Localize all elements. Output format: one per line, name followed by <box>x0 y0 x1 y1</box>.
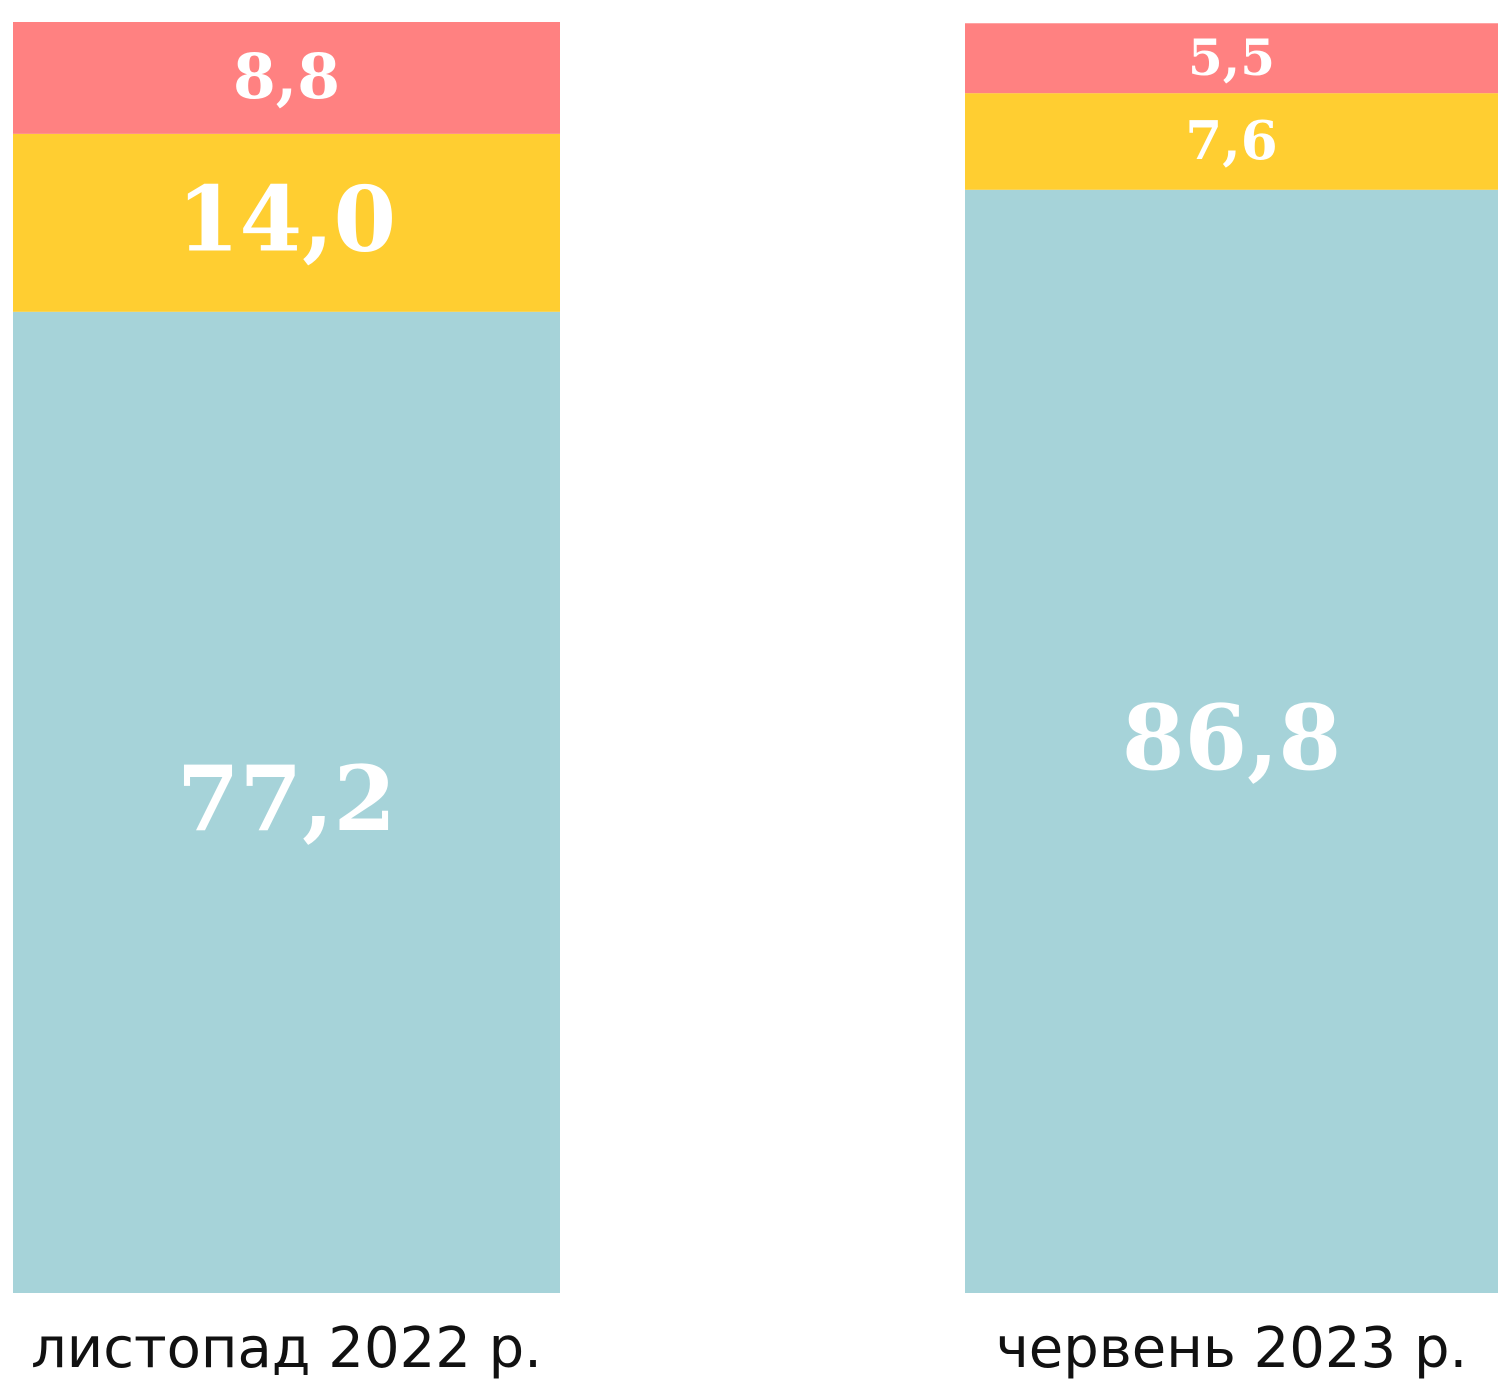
bar-segment <box>13 22 560 134</box>
bar-segment <box>13 311 560 1294</box>
bar-segment <box>965 23 1498 94</box>
bar-segment <box>13 133 560 312</box>
x-tick-label: листопад 2022 р. <box>31 1316 542 1381</box>
bar-segment <box>965 189 1498 1294</box>
value-label: 7,6 <box>1185 109 1277 172</box>
value-label: 77,2 <box>177 746 396 852</box>
value-label: 14,0 <box>177 166 396 272</box>
bar-segment <box>965 93 1498 190</box>
x-tick-label: червень 2023 р. <box>996 1316 1468 1381</box>
value-label: 5,5 <box>1188 28 1275 87</box>
value-label: 8,8 <box>233 40 340 113</box>
value-label: 86,8 <box>1122 685 1341 791</box>
